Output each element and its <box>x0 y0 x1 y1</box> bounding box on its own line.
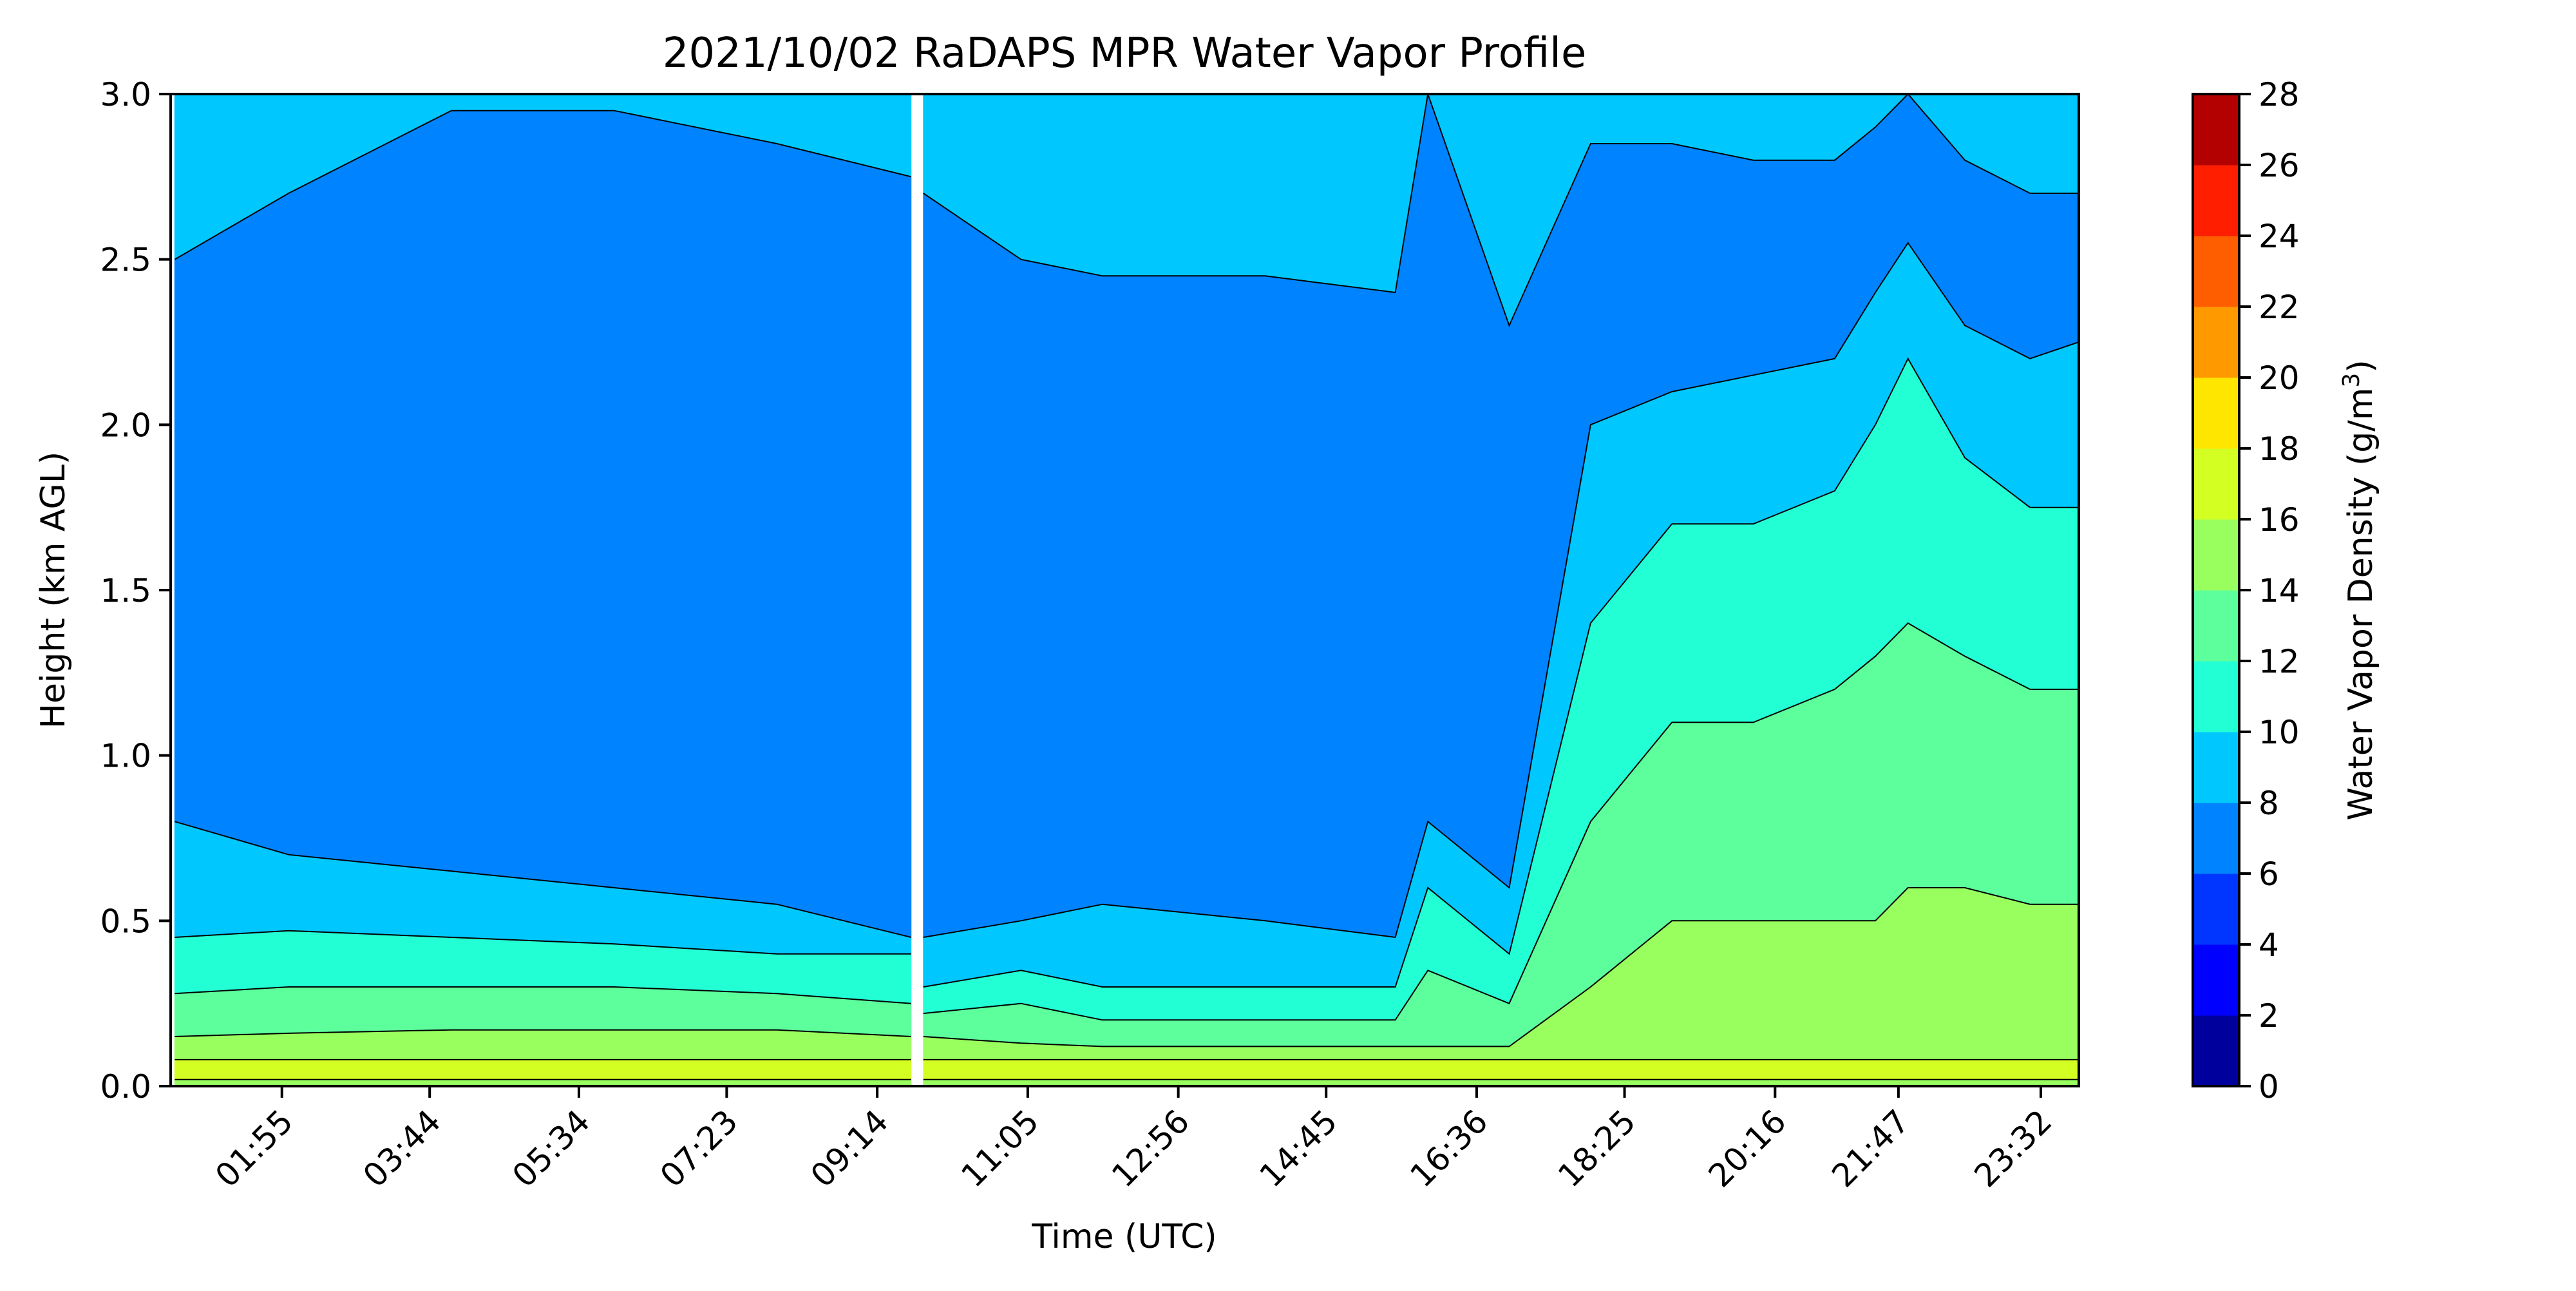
y-tick-label: 0.5 <box>100 903 151 940</box>
colorbar-tick-label: 16 <box>2259 501 2300 539</box>
contour-band-b-1 <box>923 1059 2079 1080</box>
x-tick-label: 16:36 <box>1403 1102 1495 1194</box>
plot-area <box>174 94 2079 1086</box>
contour-line-a-6 <box>174 110 912 260</box>
colorbar-tick-label: 8 <box>2259 785 2279 822</box>
colorbar-tick-label: 24 <box>2259 218 2300 255</box>
x-tick-label: 14:45 <box>1253 1102 1345 1194</box>
contour-line-b-5 <box>923 242 2079 939</box>
y-axis-label: Height (km AGL) <box>34 452 73 729</box>
y-tick-label: 1.5 <box>100 572 151 609</box>
colorbar-segment <box>2193 448 2239 520</box>
contour-band-a-1 <box>174 1059 912 1080</box>
contour-line-b-6 <box>923 94 2079 327</box>
colorbar-segment <box>2193 874 2239 945</box>
y-tick-label: 2.0 <box>100 406 151 444</box>
colorbar-segment <box>2193 1015 2239 1087</box>
x-tick-label: 21:47 <box>1824 1102 1917 1194</box>
x-tick-label: 11:05 <box>954 1102 1046 1194</box>
colorbar-tick-label: 12 <box>2259 643 2300 680</box>
colorbar-segment <box>2193 803 2239 874</box>
contour-line-a-3 <box>175 986 911 1004</box>
chart-title: 2021/10/02 RaDAPS MPR Water Vapor Profil… <box>663 30 1587 77</box>
colorbar-label-main: Water Vapor Density (g/m <box>2342 388 2380 821</box>
colorbar <box>2192 93 2240 1087</box>
x-tick-label: 09:14 <box>804 1102 896 1194</box>
y-tick-label: 0.0 <box>100 1068 151 1105</box>
x-tick-label: 18:25 <box>1551 1102 1643 1194</box>
contour-lines <box>174 94 2079 1080</box>
contour-line-b-4 <box>923 357 2079 988</box>
colorbar-tick-label: 4 <box>2259 926 2279 964</box>
colorbar-segment <box>2193 590 2239 662</box>
x-tick-label: 01:55 <box>208 1102 300 1194</box>
x-tick-label: 05:34 <box>505 1102 597 1194</box>
colorbar-segment <box>2193 661 2239 732</box>
colorbar-tick-label: 14 <box>2259 572 2300 609</box>
x-tick-label: 20:16 <box>1701 1102 1794 1194</box>
colorbar-segment <box>2193 944 2239 1016</box>
colorbar-tick-label: 18 <box>2259 430 2300 468</box>
x-tick-label: 23:32 <box>1967 1102 2060 1194</box>
colorbar-segment <box>2193 307 2239 378</box>
y-tick-label: 2.5 <box>100 242 151 279</box>
colorbar-tick-label: 26 <box>2259 147 2300 184</box>
contour-line-a-5 <box>175 821 912 938</box>
y-tick-label: 3.0 <box>100 76 151 113</box>
colorbar-tick-label: 28 <box>2259 76 2300 113</box>
colorbar-segment <box>2193 378 2239 449</box>
contour-band-a-6 <box>174 110 912 938</box>
colorbar-segment <box>2193 236 2239 307</box>
contour-line-a-2 <box>175 1029 911 1037</box>
colorbar-segment <box>2193 94 2239 166</box>
colorbar-segment <box>2193 732 2239 803</box>
x-axis-label: Time (UTC) <box>1031 1218 1217 1256</box>
data-gap <box>915 94 920 1086</box>
x-tick-label: 07:23 <box>653 1102 745 1194</box>
colorbar-tick-label: 2 <box>2259 997 2279 1035</box>
y-axis: 0.0 0.5 1.0 1.5 2.0 2.5 3.0 <box>100 76 171 1105</box>
x-tick-label: 03:44 <box>356 1102 448 1194</box>
colorbar-segment <box>2193 519 2239 591</box>
contour-line-a-4 <box>175 930 911 955</box>
colorbar-tick-label: 20 <box>2259 359 2300 397</box>
x-axis: 01:55 03:44 05:34 07:23 09:14 11:05 12:56 14:45… <box>208 1086 2059 1194</box>
colorbar-label-end: ) <box>2342 359 2380 372</box>
colorbar-tick-label: 0 <box>2259 1068 2279 1105</box>
colorbar-label: Water Vapor Density (g/m3) <box>2338 359 2380 820</box>
colorbar-tick-label: 22 <box>2259 289 2300 326</box>
colorbar-segment <box>2193 165 2239 236</box>
contour-line-b-2 <box>923 887 2079 1047</box>
contour-line-b-3 <box>923 622 2079 1021</box>
contour-band-a-2 <box>174 1029 912 1060</box>
colorbar-tick-label: 6 <box>2259 856 2279 893</box>
colorbar-label-sup: 3 <box>2338 373 2365 388</box>
x-tick-label: 12:56 <box>1104 1102 1197 1194</box>
y-tick-label: 1.0 <box>100 738 151 775</box>
colorbar-tick-label: 10 <box>2259 714 2300 751</box>
